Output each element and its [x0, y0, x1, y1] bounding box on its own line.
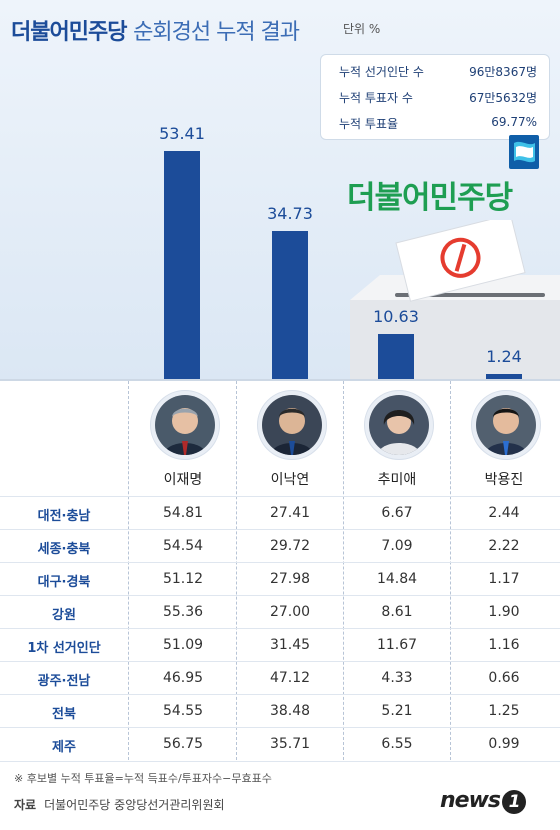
table-cell: 31.45	[269, 637, 311, 653]
region-label: 대구·경북	[37, 575, 91, 590]
table-cell: 5.21	[381, 703, 413, 719]
table-cell: 11.67	[376, 637, 418, 653]
bar-3	[378, 333, 414, 379]
bar-1	[164, 151, 200, 379]
table-row: 1차 선거인단 51.09 31.45 11.67 1.16	[0, 628, 560, 662]
source-text: 더불어민주당 중앙당선거관리위원회	[44, 798, 225, 812]
summary-row-voters: 누적 선거인단 수 96만8367명	[321, 59, 549, 81]
bar-value-label: 10.63	[373, 306, 419, 326]
table-cell: 29.72	[269, 538, 311, 554]
candidate-name: 이낙연	[270, 472, 310, 488]
source-line: 자료 더불어민주당 중앙당선거관리위원회	[14, 796, 225, 813]
title-rest: 순회경선 누적 결과	[133, 20, 300, 45]
candidate-photo	[472, 391, 540, 459]
results-table: 대전·충남 54.81 27.41 6.67 2.44 세종·충북 54.54 …	[0, 496, 560, 762]
bar-value-label: 34.73	[267, 203, 313, 223]
unit-label: 단위 %	[343, 22, 381, 36]
table-cell: 55.36	[162, 604, 204, 620]
table-cell: 0.66	[488, 670, 520, 686]
region-label: 광주·전남	[37, 674, 91, 689]
table-cell: 14.84	[376, 571, 418, 587]
party-logo: 더불어민주당	[347, 180, 513, 216]
candidate-name: 이재명	[163, 472, 203, 488]
table-cell: 2.44	[488, 505, 520, 521]
table-cell: 6.67	[381, 505, 413, 521]
table-cell: 1.25	[488, 703, 520, 719]
table-row: 전북 54.55 38.48 5.21 1.25	[0, 694, 560, 728]
table-cell: 51.09	[162, 637, 204, 653]
table-cell: 54.81	[162, 505, 204, 521]
summary-value: 96만8367명	[469, 65, 537, 79]
party-flag-icon	[509, 135, 539, 169]
candidate-name: 추미애	[377, 472, 417, 488]
table-cell: 38.48	[269, 703, 311, 719]
footnote: ※ 후보별 누적 투표율=누적 득표수/투표자수−무효표수	[14, 772, 272, 785]
table-cell: 27.41	[269, 505, 311, 521]
news1-logo: news 1	[440, 788, 527, 814]
title-party: 더불어민주당	[11, 20, 127, 45]
summary-row-turnout-count: 누적 투표자 수 67만5632명	[321, 85, 549, 107]
source-label: 자료	[14, 798, 37, 812]
column-divider	[343, 381, 344, 760]
chart-baseline	[0, 379, 560, 381]
table-cell: 47.12	[269, 670, 311, 686]
table-cell: 54.55	[162, 703, 204, 719]
table-cell: 1.16	[488, 637, 520, 653]
table-cell: 1.17	[488, 571, 520, 587]
table-cell: 27.98	[269, 571, 311, 587]
table-cell: 54.54	[162, 538, 204, 554]
column-divider	[236, 381, 237, 760]
page-title: 더불어민주당 순회경선 누적 결과	[11, 14, 300, 46]
candidate-1: 이재명	[133, 381, 233, 496]
table-row: 세종·충북 54.54 29.72 7.09 2.22	[0, 529, 560, 563]
table-cell: 51.12	[162, 571, 204, 587]
candidate-photo	[365, 391, 433, 459]
table-cell: 46.95	[162, 670, 204, 686]
table-row: 강원 55.36 27.00 8.61 1.90	[0, 595, 560, 629]
bar-value-label: 53.41	[159, 124, 205, 143]
summary-value: 67만5632명	[469, 91, 537, 105]
summary-label: 누적 투표자 수	[339, 91, 413, 105]
region-label: 제주	[52, 740, 76, 755]
summary-label: 누적 선거인단 수	[339, 65, 424, 79]
candidate-3: 추미애	[347, 381, 447, 496]
summary-label: 누적 투표율	[339, 117, 399, 131]
table-cell: 1.90	[488, 604, 520, 620]
table-cell: 35.71	[269, 736, 311, 752]
table-row: 대구·경북 51.12 27.98 14.84 1.17	[0, 562, 560, 596]
table-cell: 8.61	[381, 604, 413, 620]
table-cell: 0.99	[488, 736, 520, 752]
region-label: 전북	[52, 707, 76, 722]
candidate-name: 박용진	[484, 472, 524, 488]
candidate-2: 이낙연	[240, 381, 340, 496]
table-row: 제주 56.75 35.71 6.55 0.99	[0, 727, 560, 762]
table-cell: 56.75	[162, 736, 204, 752]
candidate-photo	[258, 391, 326, 459]
table-cell: 27.00	[269, 604, 311, 620]
table-cell: 4.33	[381, 670, 413, 686]
region-label: 1차 선거인단	[27, 641, 101, 656]
summary-box: 누적 선거인단 수 96만8367명 누적 투표자 수 67만5632명 누적 …	[320, 54, 550, 140]
table-row: 대전·충남 54.81 27.41 6.67 2.44	[0, 496, 560, 530]
candidate-4: 박용진	[454, 381, 554, 496]
region-label: 대전·충남	[37, 509, 91, 524]
table-cell: 6.55	[381, 736, 413, 752]
summary-row-turnout-rate: 누적 투표율 69.77%	[321, 111, 549, 133]
bar-4	[486, 373, 522, 379]
table-cell: 2.22	[488, 538, 520, 554]
news-word: news	[440, 788, 501, 813]
table-row: 광주·전남 46.95 47.12 4.33 0.66	[0, 661, 560, 695]
column-divider	[450, 381, 451, 760]
bar-2	[272, 230, 308, 379]
column-divider	[128, 381, 129, 760]
news-mark: 1	[502, 790, 527, 814]
bar-value-label: 1.24	[486, 346, 522, 366]
region-label: 강원	[52, 608, 76, 623]
candidate-photo	[151, 391, 219, 459]
region-label: 세종·충북	[37, 542, 91, 557]
table-cell: 7.09	[381, 538, 413, 554]
summary-value: 69.77%	[491, 115, 537, 129]
